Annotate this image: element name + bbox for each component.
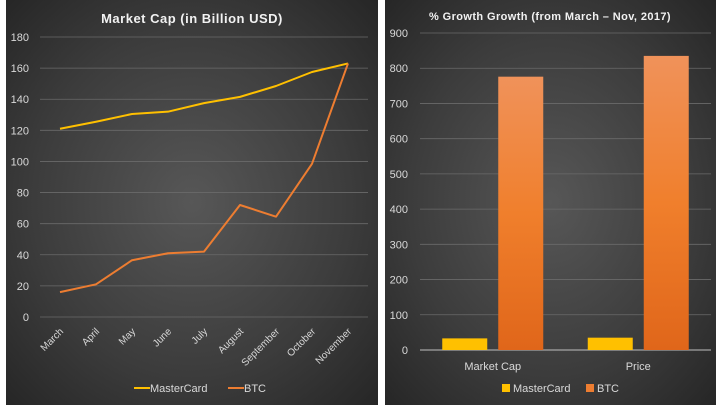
- y-tick-label: 400: [390, 204, 408, 216]
- y-tick-label: 140: [11, 94, 29, 106]
- y-tick-label: 800: [390, 63, 408, 75]
- y-tick-label: 500: [390, 169, 408, 181]
- x-tick-label: April: [80, 326, 102, 348]
- bar-mastercard: [587, 337, 633, 350]
- y-tick-label: 40: [17, 250, 29, 262]
- y-tick-label: 120: [11, 125, 29, 137]
- x-category-label: Price: [626, 361, 651, 373]
- market-cap-chart-panel: [6, 0, 378, 405]
- y-tick-label: 0: [23, 312, 29, 324]
- legend-label: MasterCard: [150, 383, 207, 395]
- bar-btc: [643, 55, 689, 351]
- series-line-btc: [59, 63, 349, 294]
- bar-btc: [498, 76, 544, 351]
- y-tick-label: 100: [390, 310, 408, 322]
- y-tick-label: 300: [390, 239, 408, 251]
- x-tick-label: June: [151, 326, 174, 349]
- line-chart-title: Market Cap (in Billion USD): [101, 11, 283, 26]
- y-tick-label: 80: [17, 188, 29, 200]
- y-tick-label: 900: [390, 28, 408, 40]
- y-tick-label: 600: [390, 134, 408, 146]
- y-tick-label: 100: [11, 156, 29, 168]
- x-category-label: Market Cap: [464, 361, 521, 373]
- y-tick-label: 60: [17, 219, 29, 231]
- legend-swatch: [502, 384, 510, 392]
- legend-label: MasterCard: [513, 383, 570, 395]
- y-tick-label: 200: [390, 275, 408, 287]
- x-tick-label: October: [285, 326, 318, 359]
- legend-label: BTC: [597, 383, 619, 395]
- y-tick-label: 700: [390, 98, 408, 110]
- bar-mastercard: [442, 338, 488, 350]
- x-tick-label: November: [314, 326, 355, 367]
- legend-swatch: [586, 384, 594, 392]
- x-tick-label: August: [216, 326, 246, 356]
- x-tick-label: March: [39, 326, 66, 353]
- y-tick-label: 20: [17, 281, 29, 293]
- y-tick-label: 160: [11, 63, 29, 75]
- y-tick-label: 0: [402, 345, 408, 357]
- y-tick-label: 180: [11, 32, 29, 44]
- legend-label: BTC: [244, 383, 266, 395]
- x-tick-label: July: [190, 326, 210, 346]
- x-tick-label: May: [117, 326, 138, 347]
- bar-chart-title: % Growth Growth (from March – Nov, 2017): [429, 11, 671, 23]
- x-tick-label: September: [240, 326, 283, 369]
- series-line-mastercard: [59, 62, 349, 130]
